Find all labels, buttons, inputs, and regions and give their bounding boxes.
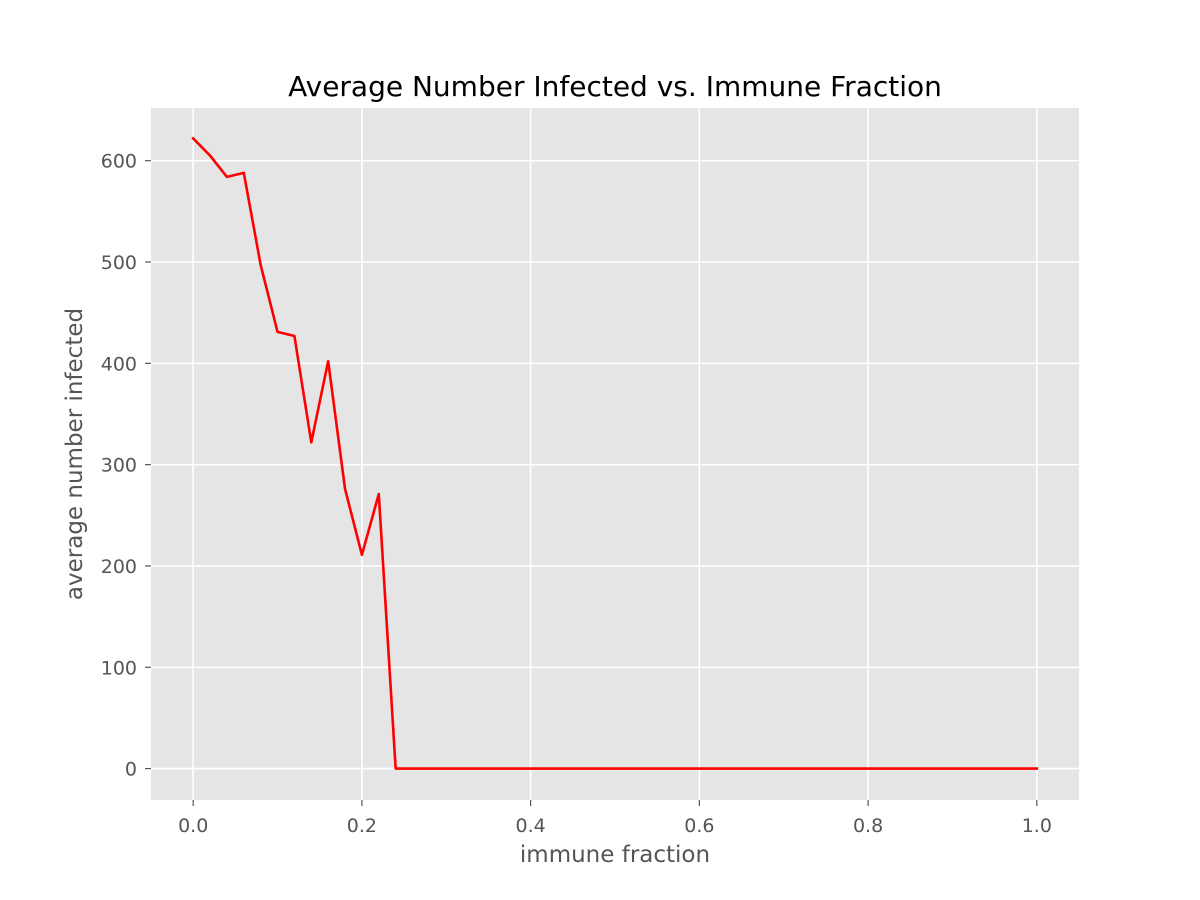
grid [151, 108, 1079, 800]
x-tick-label: 1.0 [1022, 815, 1052, 837]
y-tick-label: 300 [101, 455, 137, 477]
series-layer [191, 136, 1039, 770]
y-tick-label: 600 [101, 151, 137, 173]
y-axis-label: average number infected [62, 308, 88, 600]
x-tick-label: 0.6 [684, 815, 714, 837]
y-tick-label: 100 [101, 657, 137, 679]
x-axis-label: immune fraction [520, 842, 710, 868]
x-tick-label: 0.8 [853, 815, 883, 837]
y-tick-label: 400 [101, 353, 137, 375]
y-tick-label: 200 [101, 556, 137, 578]
chart-title: Average Number Infected vs. Immune Fract… [288, 70, 942, 103]
y-tick-label: 0 [125, 759, 137, 781]
plot-background [151, 108, 1079, 800]
x-tick-label: 0.4 [516, 815, 546, 837]
ticks: 0.0 0.2 0.4 0.6 0.8 1.0 0 100 200 300 400 500 600 [101, 151, 1052, 837]
y-tick-label: 500 [101, 252, 137, 274]
x-tick-label: 0.0 [178, 815, 208, 837]
x-tick-label: 0.2 [347, 815, 377, 837]
series-line [191, 136, 1039, 770]
